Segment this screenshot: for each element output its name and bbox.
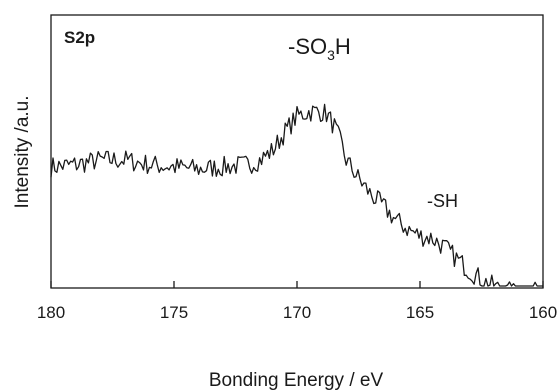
x-tick-label: 180 bbox=[37, 303, 65, 322]
x-tick-label: 170 bbox=[283, 303, 311, 322]
spectrum-line bbox=[50, 103, 543, 287]
y-axis-label: Intensity /a.u. bbox=[12, 95, 33, 208]
x-axis-ticks: 180 175 170 165 160 bbox=[37, 281, 557, 322]
peak-label-sulfonic-post: H bbox=[335, 34, 351, 59]
peak-label-thiol: -SH bbox=[427, 191, 458, 211]
peak-label-sulfonic-sub: 3 bbox=[327, 47, 335, 63]
x-tick-label: 165 bbox=[406, 303, 434, 322]
x-axis-label: Bonding Energy / eV bbox=[209, 370, 384, 391]
x-tick-label: 160 bbox=[529, 303, 557, 322]
peak-label-sulfonic-pre: -SO bbox=[288, 34, 327, 59]
x-tick-label: 175 bbox=[160, 303, 188, 322]
peak-label-sulfonic: -SO3H bbox=[288, 34, 351, 63]
panel-label: S2p bbox=[64, 28, 95, 47]
